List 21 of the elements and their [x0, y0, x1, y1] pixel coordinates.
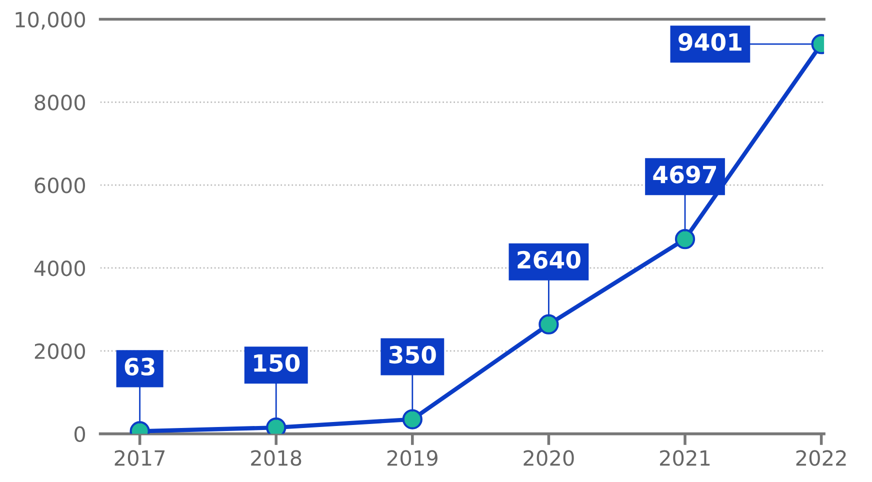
y-tick-label: 10,000 [16, 12, 86, 30]
point [538, 314, 559, 334]
y-tick-label: 6000 [34, 178, 86, 194]
point [674, 229, 696, 250]
y-tick-label: 4000 [34, 260, 86, 276]
x-tick-label: 2017 [114, 450, 165, 466]
x-tick-label: 2021 [660, 450, 710, 466]
point [402, 409, 422, 430]
data-label: 350 [389, 346, 436, 364]
y-tick-label: 2000 [34, 343, 86, 360]
x-tick-label: 2019 [387, 450, 438, 466]
x-tick-label: 2020 [524, 450, 574, 466]
data-label: 150 [254, 354, 300, 372]
data-label: 63 [124, 358, 154, 376]
data-label: 4697 [653, 166, 716, 184]
data-label: 9401 [678, 33, 742, 51]
y-tick-label: 0 [74, 426, 86, 442]
x-tick-label: 2022 [796, 450, 846, 466]
x-tick-label: 2018 [251, 450, 302, 466]
y-tick-label: 8000 [34, 94, 86, 110]
data-label: 2640 [518, 250, 580, 269]
